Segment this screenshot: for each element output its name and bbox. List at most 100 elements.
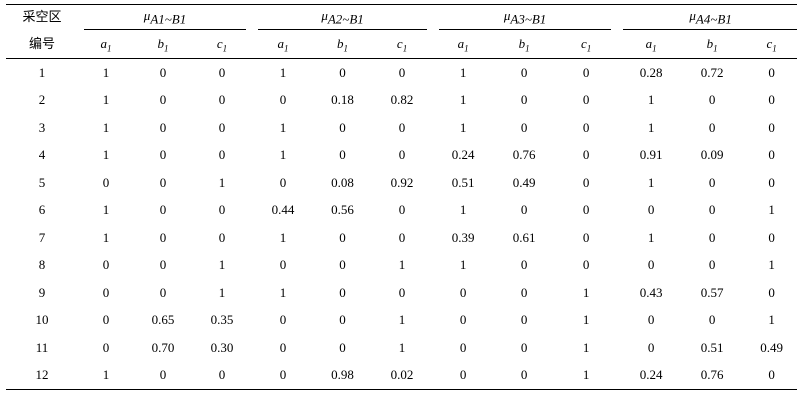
- group-mu-1: μ: [143, 8, 151, 24]
- cell: 0: [398, 284, 406, 300]
- cell: 1: [459, 92, 467, 108]
- cell: 0.76: [685, 361, 740, 390]
- cell: 0: [218, 64, 226, 80]
- row-id: 12: [6, 361, 78, 390]
- cell: 0: [459, 339, 467, 355]
- cell: 0: [459, 284, 467, 300]
- cell: 0.70: [151, 339, 175, 355]
- group-mu-4: μ: [689, 8, 696, 24]
- cell: 1: [279, 64, 287, 80]
- first-col-header-line2: 编号: [6, 31, 78, 59]
- cell: 0.65: [151, 312, 175, 328]
- cell: 1: [279, 147, 287, 163]
- cell: 0: [279, 174, 287, 190]
- cell: 0: [159, 284, 167, 300]
- cell: 0: [768, 92, 775, 108]
- cell: 1: [459, 202, 467, 218]
- cell: 1: [582, 339, 590, 355]
- cell: 0: [279, 92, 287, 108]
- cell: 0.51: [451, 174, 475, 190]
- subcol-b1: b1: [314, 31, 372, 59]
- cell: 0.28: [639, 64, 663, 80]
- cell: 0: [582, 92, 590, 108]
- cell: 0: [708, 92, 716, 108]
- row-id: 3: [38, 119, 46, 135]
- subcol-a1: a1: [252, 31, 315, 59]
- cell: 0: [192, 361, 253, 390]
- table-row: 6 1 0 0 0.44 0.56 0 1 0 0 0 0 1: [6, 197, 797, 225]
- cell: 1: [279, 229, 287, 245]
- cell: 1: [459, 257, 467, 273]
- cell: 0.49: [760, 339, 783, 355]
- cell: 1: [279, 284, 287, 300]
- cell: 0: [102, 339, 110, 355]
- cell: 0: [708, 174, 716, 190]
- cell: 0: [520, 339, 528, 355]
- table-row: 3 1 0 0 1 0 0 1 0 0 1 0 0: [6, 114, 797, 142]
- row-id: 6: [38, 202, 46, 218]
- cell: 0: [768, 64, 775, 80]
- cell: 0: [582, 257, 590, 273]
- table-row: 8 0 0 1 0 0 1 1 0 0 0 0 1: [6, 252, 797, 280]
- row-id: 11: [35, 339, 49, 355]
- cell: 0: [159, 64, 167, 80]
- cell: 0.24: [451, 147, 475, 163]
- cell: 1: [218, 257, 226, 273]
- row-id: 2: [38, 92, 46, 108]
- cell: 0: [279, 257, 287, 273]
- cell: 0: [159, 229, 167, 245]
- cell: 0: [398, 64, 406, 80]
- cell: 0: [339, 339, 346, 355]
- cell: 0.18: [331, 92, 354, 108]
- cell: 1: [102, 229, 110, 245]
- cell: 0.51: [700, 339, 724, 355]
- cell: 0: [708, 257, 716, 273]
- subcol-a1: a1: [433, 31, 494, 59]
- header-row-groups: 采空区 μA1~B1 μA2~B1 μA3~B1 μA4~B1: [6, 4, 797, 31]
- cell: 0: [739, 361, 797, 390]
- cell: 1: [398, 257, 406, 273]
- header-row-subcols: 编号 a1 b1 c1 a1 b1 c1 a1 b1 c1 a1 b1 c1: [6, 31, 797, 59]
- group-sub-1: A1~B1: [150, 11, 187, 27]
- table-row: 12 1 0 0 0 0.98 0.02 0 0 1 0.24 0.76 0: [6, 361, 797, 390]
- cell: 0.35: [210, 312, 234, 328]
- cell: 0: [218, 119, 226, 135]
- cell: 1: [647, 229, 655, 245]
- cell: 0: [768, 119, 775, 135]
- cell: 0: [339, 229, 346, 245]
- cell: 0: [398, 119, 406, 135]
- cell: 0: [459, 312, 467, 328]
- cell: 0: [159, 174, 167, 190]
- table-row: 5 0 0 1 0 0.08 0.92 0.51 0.49 0 1 0 0: [6, 169, 797, 197]
- cell: 0.39: [451, 229, 475, 245]
- cell: 0: [520, 92, 528, 108]
- cell: 1: [768, 257, 775, 273]
- subcol-a1: a1: [78, 31, 134, 59]
- cell: 0.02: [371, 361, 434, 390]
- cell: 0: [647, 257, 655, 273]
- cell: 0: [102, 174, 110, 190]
- cell: 1: [459, 119, 467, 135]
- subcol-c1: c1: [192, 31, 253, 59]
- table-row: 11 0 0.70 0.30 0 0 1 0 0 1 0 0.51 0.49: [6, 334, 797, 362]
- cell: 0: [582, 174, 590, 190]
- table-body: 1 1 0 0 1 0 0 1 0 0 0.28 0.72 0 2 1 0 0 …: [6, 59, 797, 390]
- cell: 0.49: [512, 174, 536, 190]
- cell: 0.72: [700, 64, 724, 80]
- cell: 0: [339, 147, 346, 163]
- cell: 0: [159, 202, 167, 218]
- cell: 0: [339, 119, 346, 135]
- table-row: 2 1 0 0 0 0.18 0.82 1 0 0 1 0 0: [6, 87, 797, 115]
- first-col-header-line1: 采空区: [6, 4, 78, 31]
- cell: 0: [218, 92, 226, 108]
- table-row: 9 0 0 1 1 0 0 0 0 1 0.43 0.57 0: [6, 279, 797, 307]
- cell: 0: [647, 339, 655, 355]
- cell: 0.43: [639, 284, 663, 300]
- group-header-4: μA4~B1: [617, 4, 797, 31]
- cell: 0.98: [314, 361, 372, 390]
- cell: 0: [768, 147, 775, 163]
- cell: 0: [279, 312, 287, 328]
- group-sub-4: A4~B1: [695, 11, 732, 27]
- cell: 0.09: [700, 147, 724, 163]
